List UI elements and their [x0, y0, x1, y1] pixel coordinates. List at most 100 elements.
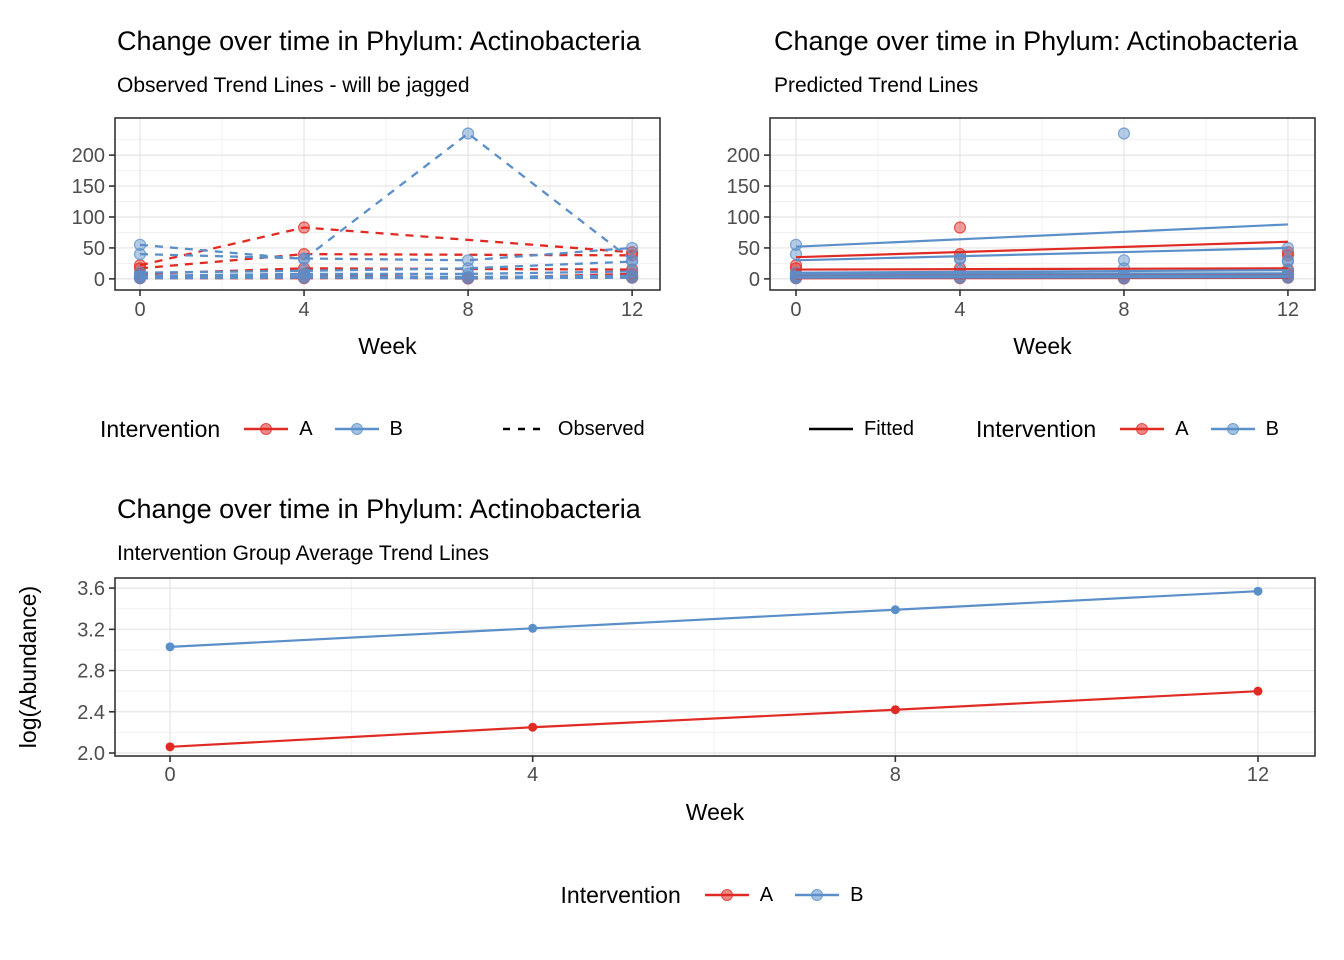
- data-point-B: [297, 252, 311, 265]
- y-tick-label: 3.2: [77, 619, 105, 641]
- x-tick-label: 8: [1118, 299, 1129, 321]
- y-tick-label: 2.8: [77, 661, 105, 683]
- series-line-B: [140, 270, 633, 277]
- legend-key-point: [1136, 423, 1149, 435]
- legend-key-b-icon: [793, 884, 841, 906]
- legend-label-fitted: Fitted: [864, 417, 915, 440]
- data-point-B: [626, 265, 639, 278]
- legend-key-point: [720, 889, 733, 901]
- observed-chart-subtitle: Observed Trend Lines - will be jagged: [117, 74, 470, 97]
- panel-background: [115, 118, 660, 290]
- legend-key-glyph: [795, 889, 840, 901]
- data-point-B: [165, 642, 175, 652]
- legend-label-a: A: [1175, 417, 1189, 440]
- data-point-B: [133, 248, 147, 261]
- legend-key-point: [1226, 423, 1239, 435]
- x-tick-label: 0: [790, 299, 801, 321]
- panel-background: [770, 118, 1315, 290]
- data-point-A: [890, 705, 900, 715]
- data-point-B: [528, 623, 538, 633]
- legend-key-glyph: [334, 423, 379, 435]
- x-tick-label: 12: [621, 299, 643, 321]
- legend-key-glyph: [244, 423, 289, 435]
- y-tick-label: 0: [749, 269, 760, 291]
- legend-key-point: [260, 423, 273, 435]
- legend-key-glyph: [704, 889, 749, 901]
- data-point-B: [626, 271, 639, 284]
- data-point-B: [133, 238, 147, 251]
- series-line-A: [169, 690, 1259, 748]
- data-point-B: [890, 605, 900, 615]
- legend-key-observed-icon: [501, 418, 549, 440]
- data-point-A: [297, 221, 311, 234]
- average-plot: 0 4 8 12 2.0 2.4 2.8 3.2 3.6 Week log(Abundance): [15, 577, 1316, 825]
- average-chart-title: Change over time in Phylum: Actinobacter…: [117, 494, 641, 524]
- series-line-B: [795, 274, 1288, 278]
- legend-key-b-icon: [1209, 418, 1257, 440]
- y-tick-label: 200: [72, 145, 105, 167]
- observed-plot: 0 4 8 12 0 50 100 150 200 Week: [72, 117, 661, 359]
- data-point-A: [165, 742, 175, 752]
- x-axis-title: Week: [686, 799, 745, 825]
- y-tick-label: 150: [727, 176, 760, 198]
- x-tick-label: 8: [890, 764, 901, 786]
- series-line-B: [140, 274, 633, 279]
- series-line-B: [140, 276, 633, 280]
- average-chart-panel: Change over time in Phylum: Actinobacter…: [0, 470, 1344, 960]
- legend-title: Intervention: [560, 881, 681, 908]
- y-tick-label: 50: [738, 238, 760, 260]
- predicted-chart-subtitle: Predicted Trend Lines: [774, 74, 979, 97]
- legend-key-glyph: [1120, 423, 1165, 435]
- legend-key-b-icon: [333, 418, 381, 440]
- average-legend: Intervention A B: [0, 878, 1344, 912]
- x-tick-label: 4: [527, 764, 538, 786]
- y-tick-label: 0: [94, 269, 105, 291]
- data-point-B: [461, 127, 475, 140]
- series-line-B: [139, 246, 633, 262]
- data-point-B: [953, 252, 967, 265]
- data-point-A: [953, 221, 967, 234]
- y-tick-label: 50: [83, 238, 105, 260]
- y-tick-label: 3.6: [77, 578, 105, 600]
- legend-label-a: A: [759, 883, 774, 906]
- x-tick-label: 4: [298, 299, 309, 321]
- x-axis-title: Week: [1013, 333, 1072, 359]
- legend-key-point: [811, 889, 824, 901]
- legend-key-point: [350, 423, 363, 435]
- legend-label-b: B: [1265, 417, 1279, 440]
- predicted-legend: Fitted Intervention A B: [807, 412, 1279, 446]
- predicted-chart-title: Change over time in Phylum: Actinobacter…: [774, 26, 1298, 56]
- series-line-A: [795, 267, 1288, 271]
- series-line-B: [169, 590, 1259, 648]
- data-point-B: [1253, 586, 1263, 596]
- data-point-B: [133, 272, 147, 285]
- legend-key-glyph: [502, 427, 547, 431]
- x-tick-label: 12: [1277, 299, 1299, 321]
- legend-label-b: B: [850, 883, 864, 906]
- observed-legend: Intervention A B Observed: [100, 412, 665, 446]
- y-axis-title: log(Abundance): [15, 586, 41, 748]
- y-tick-label: 200: [727, 145, 760, 167]
- y-tick-label: 100: [72, 207, 105, 229]
- y-tick-label: 100: [727, 207, 760, 229]
- legend-title: Intervention: [976, 415, 1097, 442]
- legend-label-observed: Observed: [557, 417, 645, 440]
- series-line-A: [139, 226, 633, 267]
- data-point-B: [626, 255, 639, 268]
- legend-label-b: B: [389, 417, 403, 440]
- x-axis-title: Week: [358, 333, 417, 359]
- data-point-B: [297, 271, 311, 284]
- series-line-B: [795, 269, 1288, 274]
- series-line-A: [795, 240, 1288, 259]
- panel-border: [114, 577, 1316, 757]
- series-line-B: [139, 132, 633, 262]
- predicted-chart-panel: Change over time in Phylum: Actinobacter…: [672, 0, 1344, 465]
- series-line-B: [795, 223, 1288, 248]
- legend-label-a: A: [299, 417, 313, 440]
- legend-title: Intervention: [100, 415, 221, 442]
- x-tick-label: 4: [954, 299, 965, 321]
- y-tick-label: 2.0: [77, 743, 105, 765]
- series-line-B: [140, 260, 633, 274]
- data-point-B: [1281, 255, 1295, 268]
